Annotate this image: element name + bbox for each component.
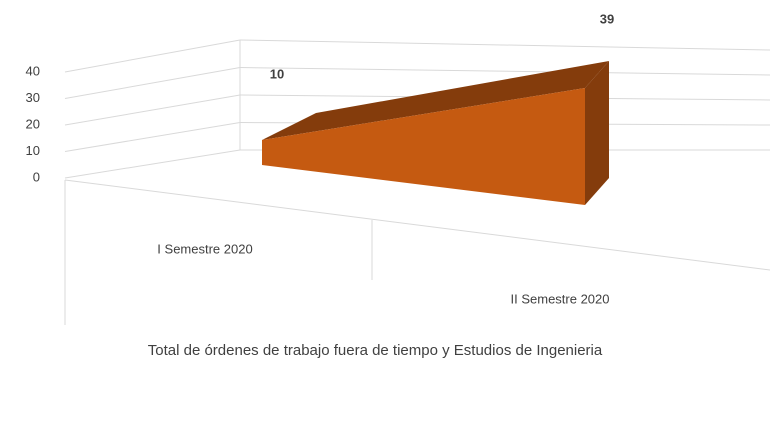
data-label: 10 bbox=[270, 66, 284, 81]
y-tick-label: 30 bbox=[26, 90, 40, 105]
grid-line bbox=[64, 39, 241, 73]
y-tick-label: 40 bbox=[26, 63, 40, 78]
grid-line bbox=[64, 67, 241, 99]
x-axis-title: Total de órdenes de trabajo fuera de tie… bbox=[147, 342, 603, 359]
y-tick-label: 10 bbox=[26, 143, 40, 158]
grid-line bbox=[64, 94, 241, 126]
x-tick-label: II Semestre 2020 bbox=[511, 291, 610, 306]
area-side bbox=[585, 61, 609, 205]
y-tick-label: 0 bbox=[33, 169, 40, 184]
area-top bbox=[262, 61, 609, 140]
grid-line bbox=[64, 149, 241, 179]
grid-line bbox=[239, 39, 770, 51]
area bbox=[262, 88, 585, 205]
floor-edge bbox=[64, 179, 770, 271]
y-tick-label: 20 bbox=[26, 116, 40, 131]
grid-line bbox=[239, 67, 770, 76]
grid-line bbox=[64, 122, 241, 152]
data-label: 39 bbox=[600, 11, 614, 26]
x-tick-label: I Semestre 2020 bbox=[157, 241, 252, 256]
